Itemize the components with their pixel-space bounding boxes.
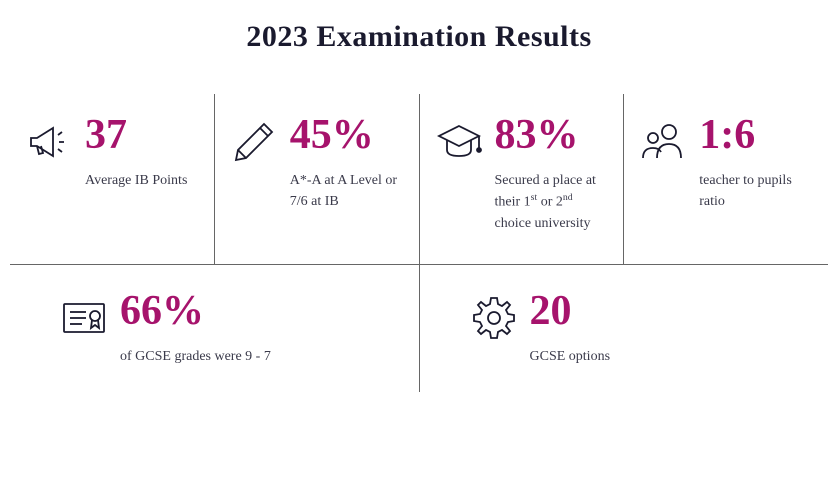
gear-icon: [470, 294, 518, 342]
stat-value: 45%: [290, 114, 404, 156]
stat-label: Average IB Points: [85, 170, 187, 191]
people-icon: [639, 118, 687, 166]
page-title: 2023 Examination Results: [10, 20, 828, 54]
stat-value: 83%: [495, 114, 609, 156]
stat-ratio: 1:6 teacher to pupils ratio: [624, 94, 828, 264]
pencil-icon: [230, 118, 278, 166]
stat-label: GCSE options: [530, 346, 611, 367]
stat-gcse-grades: 66% of GCSE grades were 9 - 7: [10, 265, 420, 392]
graduation-icon: [435, 118, 483, 166]
stats-row-top: 37 Average IB Points 45% A*-A at A Level…: [10, 94, 828, 265]
stat-value: 37: [85, 114, 187, 156]
stat-label: of GCSE grades were 9 - 7: [120, 346, 271, 367]
stat-university: 83% Secured a place at their 1st or 2nd …: [420, 94, 625, 264]
megaphone-icon: [25, 118, 73, 166]
stat-gcse-options: 20 GCSE options: [420, 265, 829, 392]
stat-value: 1:6: [699, 114, 813, 156]
stat-value: 20: [530, 290, 611, 332]
stat-value: 66%: [120, 290, 271, 332]
certificate-icon: [60, 294, 108, 342]
stat-label: Secured a place at their 1st or 2nd choi…: [495, 170, 609, 234]
stat-label: A*-A at A Level or 7/6 at IB: [290, 170, 404, 212]
stat-label: teacher to pupils ratio: [699, 170, 813, 212]
stats-row-bottom: 66% of GCSE grades were 9 - 7 20 GCSE op…: [10, 265, 828, 392]
stat-a-level: 45% A*-A at A Level or 7/6 at IB: [215, 94, 420, 264]
stat-ib-points: 37 Average IB Points: [10, 94, 215, 264]
